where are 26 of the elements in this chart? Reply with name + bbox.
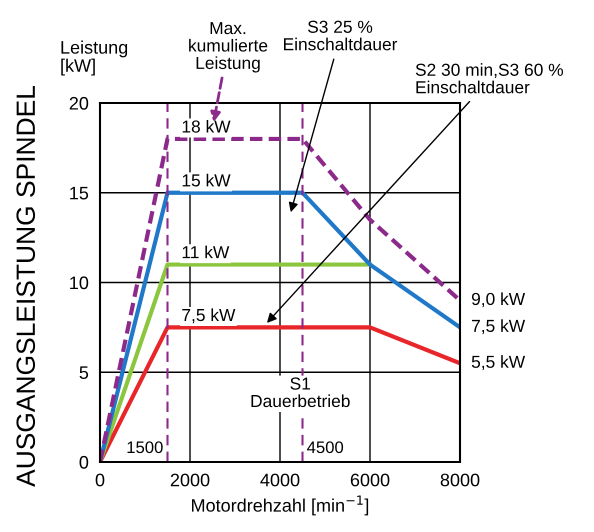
y-tick-label: 20 <box>70 96 88 110</box>
x-tick-label: 2000 <box>170 474 210 486</box>
x-tick-label: 6000 <box>350 474 390 486</box>
annotation: 5,5 kW <box>472 355 526 370</box>
annotation: 15 kW <box>182 174 231 187</box>
annotation: 11 kW <box>182 246 230 258</box>
ref-line-label: 1500 <box>128 441 163 454</box>
text: AUSGANGSLEISTUNG SPINDEL <box>16 86 36 487</box>
text: Max. kumulierte Leistung <box>189 22 268 73</box>
annotation: 7,5 kW <box>472 319 526 334</box>
annotation: 18 kW <box>182 120 231 133</box>
annotation: 9,0 kW <box>472 292 526 308</box>
x-tick-label: 8000 <box>440 474 480 486</box>
ref-line-label: 4500 <box>307 441 344 454</box>
y-axis-title: Leistung [kW] <box>61 40 128 76</box>
y-tick-label: 15 <box>70 186 88 200</box>
text: S3 25 % Einschaltdauer <box>284 20 398 50</box>
text: S2 30 min,S3 60 % Einschaltdauer <box>416 63 564 94</box>
x-tick-label: 4000 <box>260 474 300 486</box>
x-tick-label: 0 <box>96 474 104 486</box>
y-tick-label: 10 <box>70 276 88 290</box>
annotation: 7,5 kW <box>182 308 236 324</box>
y-tick-label: 5 <box>80 366 88 379</box>
annotation: S1 Dauerbetrieb <box>251 377 350 408</box>
x-axis-title: Motordrehzahl [min$^{−1}$] <box>192 496 368 516</box>
y-tick-label: 0 <box>80 456 88 469</box>
